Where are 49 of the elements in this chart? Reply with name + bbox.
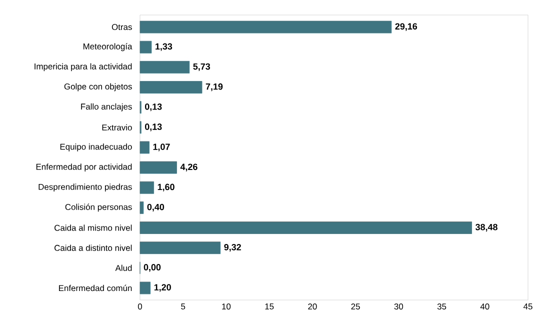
x-tick-label: 10 — [222, 304, 231, 310]
y-tick-label: Enfermedad por actividad — [36, 164, 132, 172]
bar — [140, 161, 177, 174]
y-tick-label: Colisión personas — [65, 204, 132, 212]
data-label: 0,00 — [144, 264, 161, 272]
data-label: 29,16 — [395, 23, 418, 31]
x-tick-label: 20 — [308, 304, 317, 310]
x-tick-label: 25 — [351, 304, 360, 310]
y-tick-label: Impericia para la actividad — [34, 63, 132, 72]
y-tick-label: Otras — [112, 24, 132, 30]
bar — [140, 20, 392, 34]
x-tick-label: 35 — [437, 304, 446, 310]
data-label: 7,19 — [206, 83, 223, 92]
data-label: 1,33 — [156, 43, 172, 51]
bar — [140, 40, 152, 54]
data-label: 38,48 — [476, 224, 498, 232]
y-tick-label: Equipo inadecuado — [60, 144, 132, 152]
y-tick-label: Caida al mismo nivel — [54, 224, 132, 231]
bar — [140, 60, 190, 74]
data-label: 9,32 — [224, 244, 241, 252]
data-label: 1,60 — [158, 184, 174, 192]
y-tick-label: Caida a distinto nivel — [54, 244, 132, 251]
data-label: 4,26 — [180, 164, 198, 172]
y-tick-label: Meteorología — [83, 43, 132, 52]
y-tick-label: Extravio — [102, 124, 132, 130]
y-tick-label: Alud — [115, 264, 132, 271]
y-tick-label: Desprendimiento piedras — [38, 184, 132, 192]
y-tick-label: Golpe con objetos — [64, 83, 132, 92]
x-tick-label: 0 — [138, 304, 142, 310]
y-tick-label: Enfermedad común — [59, 284, 132, 292]
bar — [140, 222, 472, 234]
x-tick-label: 30 — [394, 304, 404, 310]
x-tick-label: 5 — [181, 304, 186, 310]
data-label: 0,13 — [145, 103, 162, 112]
bar — [140, 242, 221, 254]
y-tick-label: Fallo anclajes — [81, 103, 132, 112]
data-label: 5,73 — [193, 63, 210, 72]
data-label: 1,20 — [154, 284, 171, 292]
bar — [140, 181, 154, 194]
bar — [140, 282, 151, 294]
bar — [140, 201, 144, 214]
x-tick-label: 15 — [265, 304, 274, 310]
x-tick-label: 45 — [523, 304, 532, 310]
data-label: 0,13 — [145, 124, 162, 132]
bar — [140, 81, 202, 94]
data-label: 1,07 — [153, 144, 170, 152]
data-label: 0,40 — [147, 204, 164, 212]
bar — [140, 141, 150, 154]
x-tick-label: 40 — [480, 304, 490, 310]
